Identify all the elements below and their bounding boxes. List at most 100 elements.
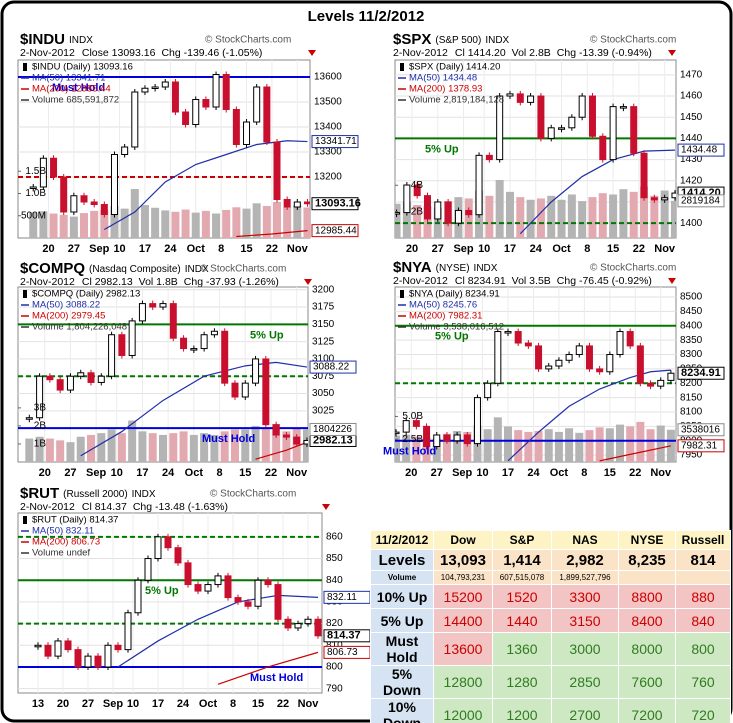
plot <box>18 287 308 462</box>
table-cell: 1280 <box>492 665 552 699</box>
y-tick-label: 3025 <box>312 405 335 416</box>
table-row: 10% Up 15200 1520 3300 8800 880 <box>370 584 731 609</box>
candle <box>164 536 172 549</box>
y-tick-label: 8500 <box>680 292 703 303</box>
candle <box>180 337 188 350</box>
x-tick-label: Oct <box>187 243 206 255</box>
volume-bar <box>493 417 502 462</box>
volume-bar <box>422 437 431 462</box>
candle <box>144 558 152 581</box>
candle <box>565 354 573 361</box>
volume-bar <box>640 186 649 238</box>
level-label: Must Hold <box>52 82 105 94</box>
volume-bar <box>629 191 638 238</box>
candle <box>395 212 401 215</box>
quote-line: 2-Nov-2012 Cl 8234.91 Vol 3.5B Chg -76.45 (… <box>393 275 652 287</box>
y-tick-label: 8350 <box>680 335 703 346</box>
candle <box>444 201 452 224</box>
x-tick-label: Nov <box>287 243 309 255</box>
volume-bar <box>395 435 401 462</box>
y-tick-label: 1460 <box>680 91 703 102</box>
candle <box>74 649 82 668</box>
candle <box>138 303 146 322</box>
volume-bar <box>485 195 494 238</box>
volume-bar <box>524 431 533 462</box>
volume-bar <box>282 431 291 462</box>
legend-entry: $RUT (Daily) 814.37 <box>32 515 118 526</box>
candle <box>244 601 252 607</box>
x-tick-label: 27 <box>68 243 80 255</box>
legend-entry: $NYA (Daily) 8234.91 <box>409 289 500 300</box>
volume-bar <box>138 431 147 462</box>
legend-entry: $COMPQ (Daily) 2982.13 <box>32 289 140 300</box>
x-tick-label: 8 <box>584 243 590 255</box>
volume-bar <box>636 421 645 462</box>
candle <box>29 186 37 189</box>
symbol: $COMPQ <box>20 260 85 277</box>
candle <box>558 127 566 130</box>
volume-bar <box>495 179 504 238</box>
candle <box>609 106 617 161</box>
volume-bar <box>39 211 48 238</box>
x-tick-label: 22 <box>633 243 645 255</box>
x-tick-label: Oct <box>552 243 571 255</box>
candle <box>174 547 182 564</box>
candle <box>64 640 72 651</box>
candle <box>44 644 52 657</box>
volume-bar <box>536 198 545 238</box>
x-tick-label: Nov <box>650 467 672 479</box>
candle <box>661 197 669 201</box>
x-tick-label: 17 <box>152 698 164 710</box>
volume-bar <box>585 430 594 462</box>
level-label: 5% Up <box>425 143 459 155</box>
chart-header: $RUT (Russell 2000) INDX <box>20 485 156 502</box>
moving-average <box>104 140 308 231</box>
volume-bar <box>241 429 250 462</box>
candle <box>243 121 251 145</box>
value-box <box>677 366 725 380</box>
table-row: 10% Down 12000 1200 2700 7200 720 <box>370 698 731 723</box>
candle <box>118 334 126 356</box>
candle <box>454 209 462 224</box>
y-tick-label: 1400 <box>680 218 703 229</box>
table-cell: 2850 <box>551 665 619 699</box>
volume-bar <box>544 429 553 462</box>
volume-bar <box>128 420 137 462</box>
candle <box>231 382 239 398</box>
candle <box>304 618 312 625</box>
candle <box>241 382 249 398</box>
y2-tick-label: 2.5B <box>402 434 423 445</box>
y2-tick-label: 2B <box>34 421 47 432</box>
legend-entry: MA(200) 806.73 <box>32 537 100 548</box>
candle <box>402 420 410 433</box>
x-tick-label: 8 <box>216 467 222 479</box>
volume-bar <box>565 428 574 462</box>
volume-bar <box>453 431 462 462</box>
candle <box>616 331 624 356</box>
candle <box>303 439 308 445</box>
table-cell: Levels <box>370 549 434 571</box>
y-tick-label: 1470 <box>680 69 703 80</box>
candle <box>94 655 102 668</box>
candle <box>25 417 33 420</box>
volume-bar <box>181 209 190 238</box>
volume-bar <box>660 190 669 238</box>
credit: © StockCharts.com <box>590 35 676 46</box>
volume-bar <box>90 210 99 238</box>
volume-bar <box>526 199 535 238</box>
volume-bar <box>171 211 180 238</box>
x-tick-label: Sep <box>453 243 473 255</box>
value-box <box>677 439 725 453</box>
volume-quote: Vol 2.8B <box>512 47 551 59</box>
x-tick-label: 27 <box>431 467 443 479</box>
levels-table: 11/2/2012 Dow S&P NAS NYSE Russell Levels 13,09… <box>370 530 731 723</box>
y-tick-label: 8100 <box>680 407 703 418</box>
candle <box>606 354 614 373</box>
candle <box>504 331 512 334</box>
candle <box>463 434 471 445</box>
volume-bar <box>588 197 597 238</box>
volume-bar <box>567 194 576 238</box>
candle <box>578 95 586 118</box>
y-tick-label: 3200 <box>312 284 335 295</box>
candle <box>585 345 593 370</box>
